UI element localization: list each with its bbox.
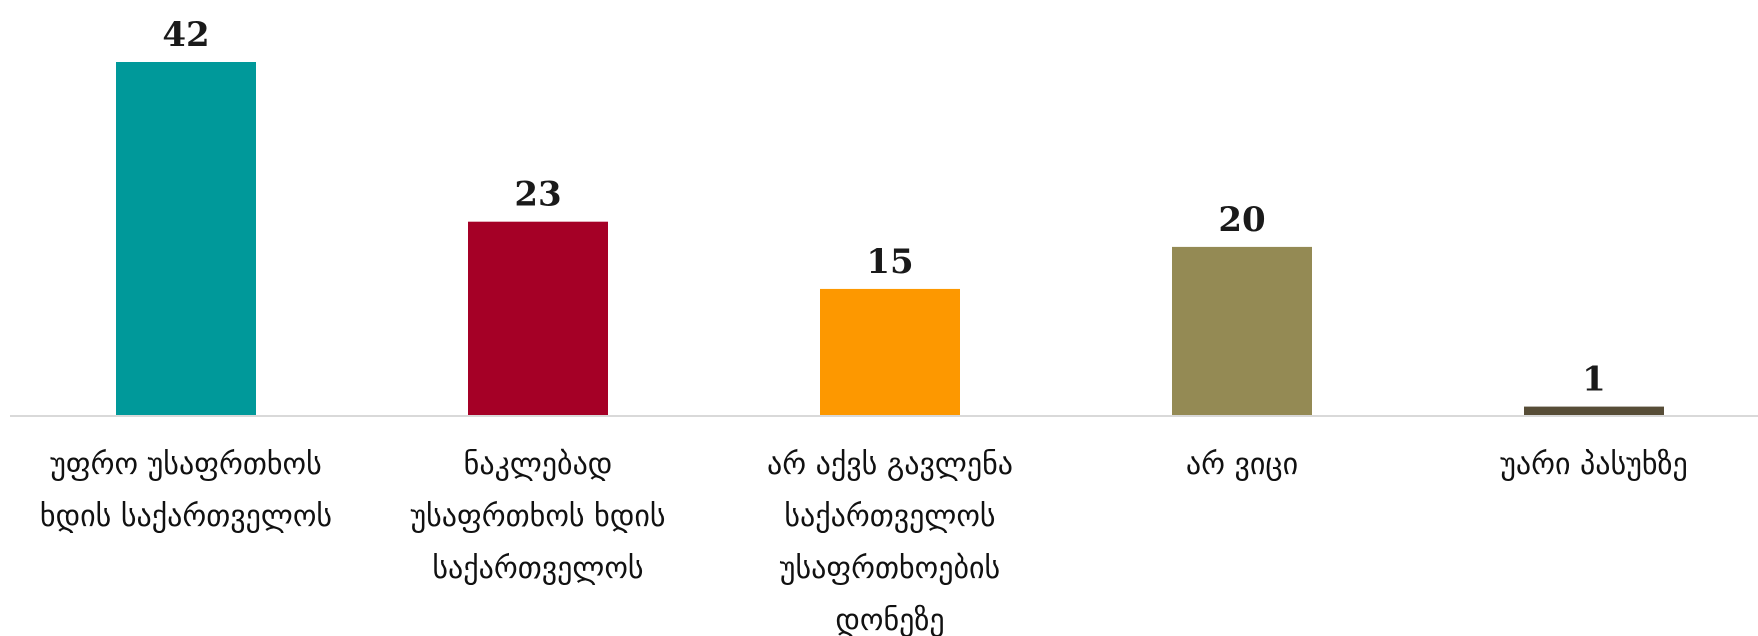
category-label-4: არ ვიცი — [1186, 447, 1298, 482]
bar-2 — [468, 221, 608, 415]
category-label-line: უსაფრთხოს ხდის — [410, 499, 665, 534]
category-label-line: ხდის საქართველოს — [40, 499, 332, 534]
category-label-line: საქართველოს — [784, 499, 995, 534]
category-label-1: უფრო უსაფრთხოს ხდის საქართველოს — [40, 447, 332, 534]
value-labels-group: 42 23 15 20 1 — [162, 15, 1606, 400]
bar-3 — [820, 288, 960, 415]
value-label-4: 20 — [1218, 200, 1265, 240]
bars-group — [116, 62, 1664, 415]
category-label-line: საქართველოს — [432, 551, 643, 586]
category-label-line: უარი პასუხზე — [1500, 447, 1688, 482]
bar-4 — [1172, 246, 1312, 415]
bar-5 — [1524, 406, 1664, 415]
category-label-line: არ ვიცი — [1186, 447, 1298, 482]
category-label-line: დონეზე — [835, 603, 944, 636]
category-label-2: ნაკლებად უსაფრთხოს ხდის საქართველოს — [410, 447, 665, 586]
category-labels-group: უფრო უსაფრთხოს ხდის საქართველოს ნაკლებად უს… — [40, 447, 1688, 636]
category-label-line: არ აქვს გავლენა — [767, 447, 1013, 482]
value-label-5: 1 — [1582, 360, 1606, 400]
category-label-line: უსაფრთხოების — [780, 551, 1000, 586]
value-label-2: 23 — [514, 175, 561, 215]
bar-1 — [116, 62, 256, 415]
category-label-3: არ აქვს გავლენა საქართველოს უსაფრთხოების დო… — [767, 447, 1013, 636]
value-label-1: 42 — [162, 15, 209, 55]
category-label-5: უარი პასუხზე — [1500, 447, 1688, 482]
value-label-3: 15 — [866, 242, 913, 282]
category-label-line: უფრო უსაფრთხოს — [50, 447, 322, 482]
category-label-line: ნაკლებად — [464, 447, 613, 482]
